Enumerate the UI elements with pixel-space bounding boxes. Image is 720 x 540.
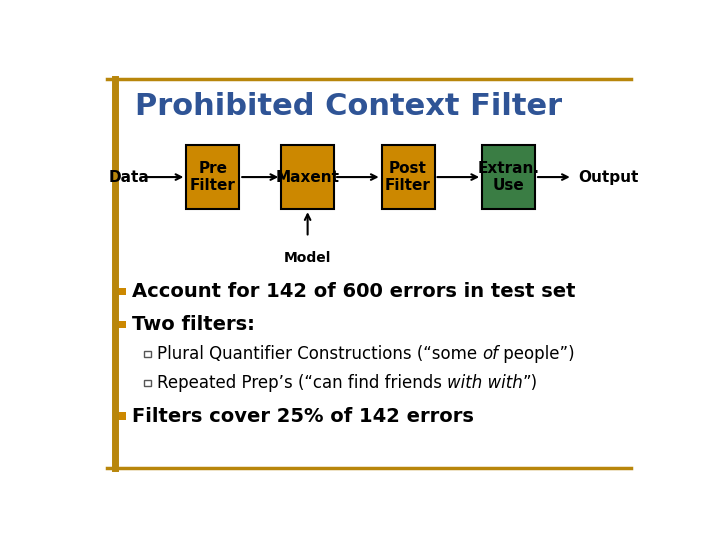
Bar	[143, 380, 151, 386]
Text: Pre
Filter: Pre Filter	[190, 161, 235, 193]
Text: Two filters:: Two filters:	[132, 315, 255, 334]
Text: Extran.
Use: Extran. Use	[477, 161, 539, 193]
Text: Account for 142 of 600 errors in test set: Account for 142 of 600 errors in test se…	[132, 282, 575, 301]
Bar	[186, 145, 239, 210]
Text: of: of	[482, 345, 498, 363]
Text: Data: Data	[109, 170, 150, 185]
Bar	[382, 145, 435, 210]
Bar	[482, 145, 535, 210]
Text: Plural Quantifier Constructions (“some: Plural Quantifier Constructions (“some	[157, 345, 482, 363]
Text: Filters cover 25% of 142 errors: Filters cover 25% of 142 errors	[132, 407, 474, 426]
Text: with with: with with	[447, 374, 523, 392]
Bar	[281, 145, 334, 210]
Text: Maxent: Maxent	[276, 170, 340, 185]
Bar	[116, 321, 126, 328]
Text: Output: Output	[578, 170, 639, 185]
Text: Model: Model	[284, 251, 331, 265]
Text: Prohibited Context Filter: Prohibited Context Filter	[135, 92, 562, 121]
Text: ”): ”)	[523, 374, 538, 392]
Text: people”): people”)	[498, 345, 575, 363]
Bar	[116, 288, 126, 295]
Bar	[143, 351, 151, 357]
Text: Repeated Prep’s (“can find friends: Repeated Prep’s (“can find friends	[157, 374, 447, 392]
Bar	[116, 413, 126, 420]
Text: Post
Filter: Post Filter	[385, 161, 431, 193]
